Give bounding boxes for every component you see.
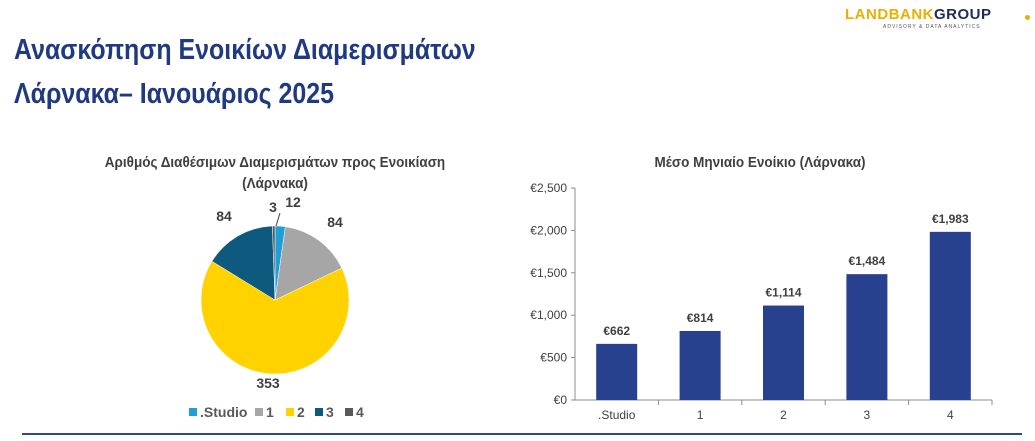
bar-3: [846, 274, 888, 400]
page-title-line1: Ανασκόπηση Ενοικίων Διαμερισμάτων: [14, 34, 476, 66]
legend-swatch: [255, 408, 263, 416]
pie-slice-2: [200, 260, 350, 375]
pie-slice-3: [211, 225, 276, 301]
bar-4: [929, 231, 971, 400]
legend-swatch: [286, 408, 294, 416]
pie-data-label: 12: [285, 194, 301, 210]
logo-group: GROUP: [934, 6, 992, 23]
bar-chart: €0 €500 €1,000 €1,500 €2,000 €2,500 €662 .Studi…: [530, 181, 993, 422]
legend-label: 4: [356, 404, 364, 420]
y-tick-label: €2,000: [530, 223, 567, 237]
pie-leader-line: [275, 212, 281, 227]
footer-divider: [22, 433, 1022, 435]
logo-wordmark: LANDBANKGROUP: [845, 6, 992, 23]
x-tick-label: 3: [864, 408, 871, 422]
logo-land: LANDBANK: [845, 6, 934, 23]
pie-data-label: 84: [327, 214, 343, 230]
y-tick-label: €0: [554, 393, 568, 407]
bar-2: [763, 305, 804, 400]
pie-data-label: 84: [216, 208, 232, 224]
x-tick-label: 4: [947, 408, 954, 422]
legend-swatch: [315, 408, 323, 416]
bar-data-label: €814: [687, 311, 714, 325]
y-tick-label: €2,500: [530, 181, 567, 195]
pie-title-line2: (Λάρνακα): [242, 175, 308, 192]
y-tick-label: €1,500: [530, 266, 567, 280]
x-tick-label: 1: [697, 408, 704, 422]
pie-chart: 12 84 353 84 3: [200, 194, 350, 391]
pie-title-line1: Αριθμός Διαθέσιμων Διαμερισμάτων προς Εν…: [104, 154, 446, 171]
legend-swatch: [189, 408, 197, 416]
pie-data-label: 3: [269, 199, 277, 215]
legend-label: 1: [266, 404, 274, 420]
x-tick-label: 2: [780, 408, 787, 422]
pie-data-label: 353: [256, 375, 280, 391]
y-tick-label: €500: [540, 351, 567, 365]
company-logo: LANDBANKGROUP ADVISORY & DATA ANALYTICS: [845, 6, 1031, 34]
legend-label: 2: [297, 404, 305, 420]
pie-chart-title: Αριθμός Διαθέσιμων Διαμερισμάτων προς Εν…: [100, 152, 451, 194]
bar-data-label: €1,114: [765, 286, 801, 300]
pie-slice-1: [274, 226, 343, 301]
page-title-line2: Λάρνακα– Ιανουάριος 2025: [14, 78, 335, 110]
legend-label: 3: [326, 404, 334, 420]
bar-studio: [596, 343, 638, 400]
bar-chart-title: Μέσο Μηνιαίο Ενοίκιο (Λάρνακα): [654, 154, 866, 171]
pie-legend: .Studio 1 2 3 4: [189, 404, 364, 420]
logo-dot-icon: [1025, 15, 1030, 20]
pie-slice-4: [272, 225, 276, 301]
legend-swatch: [345, 408, 353, 416]
logo-tagline: ADVISORY & DATA ANALYTICS: [883, 24, 981, 30]
bar-1: [679, 330, 721, 400]
y-tick-label: €1,000: [530, 308, 567, 322]
bar-data-label: €662: [603, 324, 630, 338]
x-tick-label: .Studio: [598, 408, 636, 422]
bar-data-label: €1,484: [849, 254, 886, 268]
legend-label: .Studio: [200, 404, 247, 420]
page-title: Ανασκόπηση Ενοικίων Διαμερισμάτων Λάρνακ…: [14, 28, 476, 116]
bar-data-label: €1,983: [932, 212, 969, 226]
